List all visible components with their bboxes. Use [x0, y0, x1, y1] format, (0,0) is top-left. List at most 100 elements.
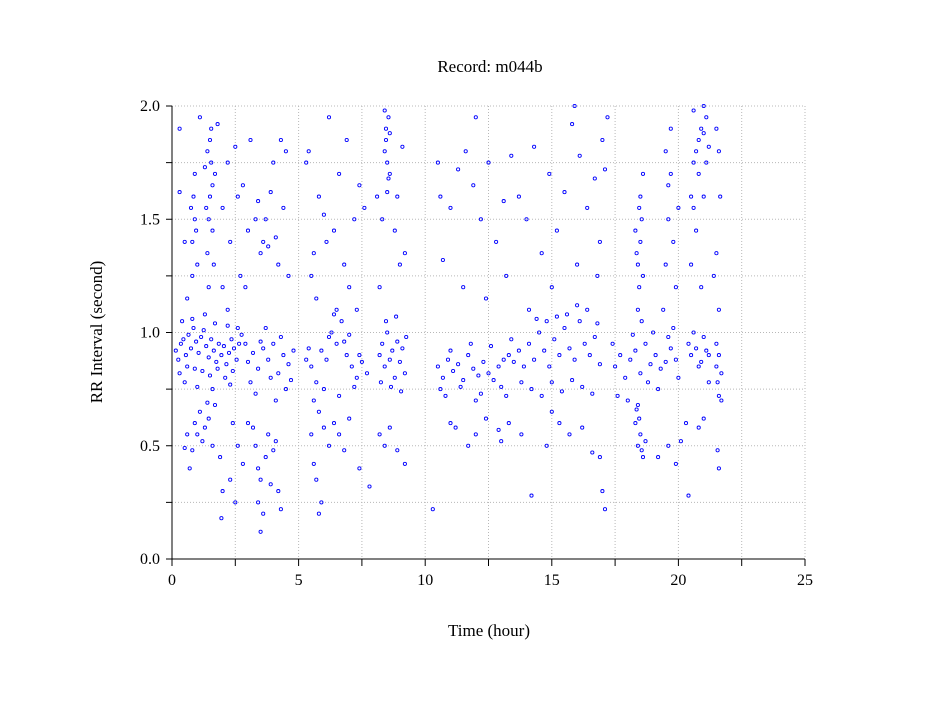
data-point — [337, 171, 342, 176]
data-point — [349, 364, 354, 369]
data-point — [499, 384, 504, 389]
data-point — [187, 466, 192, 471]
data-point — [663, 262, 668, 267]
data-point — [276, 371, 281, 376]
data-point — [385, 330, 390, 335]
data-point — [197, 115, 202, 120]
data-point — [575, 262, 580, 267]
data-point — [534, 316, 539, 321]
data-point — [466, 353, 471, 358]
data-point — [673, 461, 678, 466]
data-point — [364, 371, 370, 376]
data-point — [640, 273, 646, 278]
data-point — [362, 205, 367, 210]
data-point — [638, 371, 643, 376]
data-point — [706, 144, 711, 149]
x-tick-label: 25 — [797, 572, 813, 589]
data-point — [648, 362, 653, 367]
x-axis-label: Time (hour) — [448, 621, 530, 640]
data-point — [206, 285, 211, 290]
data-point — [686, 341, 691, 346]
data-point — [228, 239, 233, 244]
data-point — [448, 348, 453, 353]
data-point — [266, 357, 271, 362]
data-point — [253, 391, 258, 396]
data-point — [248, 380, 253, 385]
data-point — [496, 364, 501, 369]
data-point — [673, 357, 678, 362]
data-point — [337, 393, 342, 398]
data-point — [511, 359, 516, 364]
data-point — [314, 477, 319, 482]
data-point — [706, 353, 711, 358]
data-point — [547, 364, 552, 369]
data-point — [230, 368, 235, 374]
data-point — [689, 353, 694, 358]
data-point — [387, 131, 392, 136]
data-point — [509, 153, 514, 158]
data-point — [666, 443, 671, 448]
data-point — [326, 115, 332, 120]
data-point — [438, 387, 443, 392]
data-point — [639, 319, 644, 324]
data-point — [714, 364, 719, 369]
data-point — [696, 137, 701, 143]
data-point — [716, 307, 721, 312]
data-point — [458, 384, 463, 389]
data-point — [668, 126, 673, 131]
data-point — [635, 443, 640, 448]
data-point — [271, 160, 276, 165]
data-point — [575, 303, 580, 308]
data-point — [199, 334, 204, 340]
data-point — [461, 378, 466, 383]
data-point — [483, 416, 489, 421]
data-point — [382, 443, 387, 448]
data-point — [628, 357, 633, 362]
data-point — [719, 398, 724, 403]
data-point — [238, 273, 243, 278]
data-point — [225, 307, 230, 312]
data-point — [483, 296, 489, 301]
data-point — [516, 194, 521, 199]
data-point — [245, 421, 251, 426]
data-point — [392, 375, 397, 380]
data-point — [321, 387, 326, 392]
data-point — [326, 443, 332, 448]
data-point — [456, 362, 461, 367]
data-point — [605, 115, 610, 120]
data-point — [191, 194, 196, 199]
data-point — [699, 285, 704, 290]
data-point — [400, 144, 405, 149]
data-point — [220, 285, 225, 290]
data-point — [714, 126, 719, 131]
data-point — [194, 339, 199, 344]
data-point — [314, 380, 319, 385]
data-point — [243, 341, 248, 346]
data-point — [237, 341, 242, 346]
data-point — [671, 239, 676, 244]
data-point — [683, 421, 689, 426]
data-point — [250, 425, 256, 430]
data-point — [326, 334, 332, 340]
data-point — [382, 149, 387, 154]
data-point — [668, 346, 673, 351]
data-point — [357, 353, 362, 358]
data-point — [506, 353, 511, 358]
data-point — [694, 346, 699, 351]
data-point — [380, 217, 385, 222]
data-point — [504, 273, 509, 278]
data-point — [557, 421, 562, 426]
data-point — [256, 366, 261, 371]
data-point — [205, 400, 210, 405]
data-point — [435, 160, 440, 165]
data-point — [387, 425, 392, 430]
data-point — [192, 366, 197, 371]
data-point — [273, 439, 278, 444]
data-point — [314, 296, 319, 301]
y-tick-label: 1.5 — [140, 211, 160, 228]
data-point — [212, 321, 218, 326]
data-point — [334, 341, 339, 346]
data-point — [177, 371, 182, 376]
data-point — [592, 334, 597, 340]
data-point — [375, 194, 380, 199]
